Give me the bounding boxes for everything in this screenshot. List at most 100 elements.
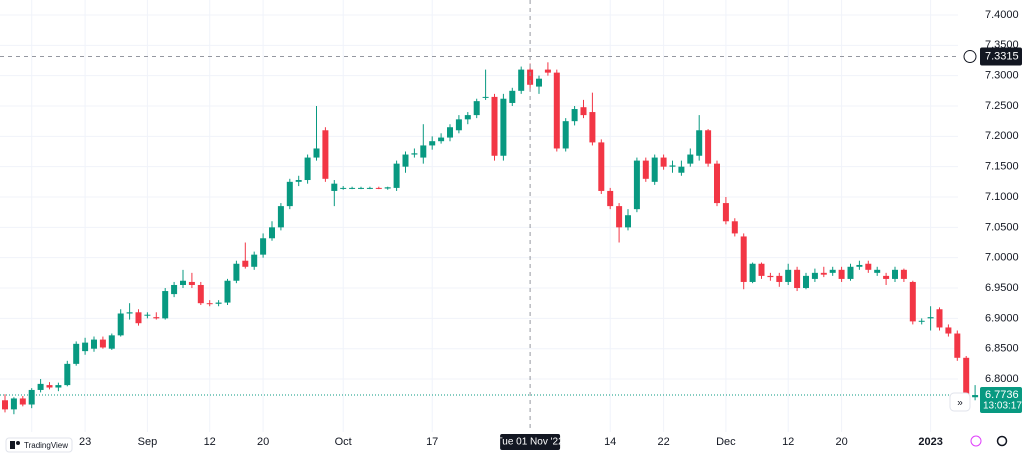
candle-body <box>10 398 17 410</box>
event-icon <box>970 435 982 447</box>
candle-body <box>909 281 916 322</box>
scroll-button[interactable]: » <box>949 392 971 412</box>
candle-body <box>562 121 569 149</box>
candle-body <box>313 148 320 158</box>
candle-body <box>580 107 587 116</box>
x-tick-label: Sep <box>138 436 158 448</box>
last-price-box <box>980 387 1022 414</box>
candle-body <box>286 181 293 207</box>
scroll-box <box>949 392 971 412</box>
candle-body <box>260 238 267 255</box>
candle-body <box>500 98 507 156</box>
candles <box>2 62 979 415</box>
candle-body <box>838 269 845 279</box>
y-tick-label: 7.1500 <box>985 161 1019 173</box>
candle-body <box>900 269 907 279</box>
candle-body <box>215 302 222 304</box>
candle-body <box>180 280 186 285</box>
candle-body <box>758 263 765 276</box>
candle-body <box>269 227 275 239</box>
candle-body <box>108 335 115 349</box>
candle-body <box>794 269 801 289</box>
candle-body <box>892 269 898 279</box>
crosshair-price-label: 7.3315 <box>985 50 1019 62</box>
candle-body <box>447 127 453 138</box>
logo[interactable]: TradingView <box>5 437 73 453</box>
candle-body <box>509 90 516 103</box>
candle-body <box>349 187 356 189</box>
logo-icon <box>10 441 15 449</box>
candle-body <box>678 166 685 173</box>
y-tick-label: 7.0500 <box>985 221 1019 233</box>
candle-body <box>242 260 249 267</box>
candle-body <box>464 115 471 120</box>
candle-body <box>785 269 792 282</box>
gear <box>996 435 1008 447</box>
candle-body <box>366 187 373 189</box>
candle-body <box>144 314 151 316</box>
candle-body <box>660 157 667 167</box>
x-tick-label: 20 <box>835 436 847 448</box>
x-tick-label: 23 <box>79 436 91 448</box>
candle-body <box>865 263 872 270</box>
y-tick-label: 6.8500 <box>985 343 1019 355</box>
candle-body <box>375 187 382 189</box>
candle-body <box>918 320 925 322</box>
candle-body <box>322 130 329 179</box>
candle-body <box>55 385 62 388</box>
candle-body <box>99 339 106 348</box>
candle-body <box>625 215 631 228</box>
candle-body <box>544 69 551 73</box>
candle-body <box>598 142 605 191</box>
crosshair-price-box <box>980 47 1022 66</box>
candle-body <box>527 69 534 85</box>
candle-body <box>811 272 818 279</box>
x-tick-label: 2023 <box>918 436 942 448</box>
candle-body <box>438 137 445 142</box>
crosshair-date-box <box>500 434 561 450</box>
candle-body <box>803 275 809 289</box>
candle-body <box>393 163 400 188</box>
candle-body <box>482 96 489 98</box>
candle-body <box>117 313 124 336</box>
settings-icon[interactable] <box>970 435 1008 447</box>
candle-body <box>740 236 747 282</box>
candle-body <box>696 130 703 156</box>
candle-body <box>358 187 364 189</box>
candle-body <box>847 266 854 279</box>
y-tick-label: 6.8000 <box>985 373 1019 385</box>
candle-body <box>518 69 525 91</box>
candle-body <box>188 281 195 285</box>
y-tick-label: 6.9000 <box>985 312 1019 324</box>
candle-body <box>411 153 418 155</box>
candle-body <box>883 275 890 279</box>
candle-body <box>856 264 863 267</box>
candle-body <box>2 400 8 410</box>
candle-body <box>126 312 133 314</box>
scroll-arrow: » <box>957 398 963 409</box>
x-tick-label: 17 <box>426 436 438 448</box>
logo-icon <box>16 441 20 445</box>
candle-body <box>927 317 934 319</box>
candle-body <box>731 221 738 234</box>
x-tick-label: 14 <box>604 436 616 448</box>
candle-body <box>384 187 391 189</box>
candle-body <box>553 72 560 149</box>
candle-body <box>340 187 347 189</box>
candle-body <box>571 109 578 122</box>
y-tick-label: 7.2000 <box>985 130 1019 142</box>
y-tick-label: 6.9500 <box>985 282 1019 294</box>
candle-body <box>767 275 774 278</box>
candle-body <box>936 309 943 328</box>
candle-body <box>28 389 35 405</box>
candle-body <box>233 263 240 281</box>
add-alert-icon <box>963 50 977 64</box>
candle-body <box>277 206 284 228</box>
y-tick-label: 7.0000 <box>985 252 1019 264</box>
candle-body <box>224 280 231 303</box>
grid <box>0 0 958 432</box>
logo-box <box>5 437 73 453</box>
